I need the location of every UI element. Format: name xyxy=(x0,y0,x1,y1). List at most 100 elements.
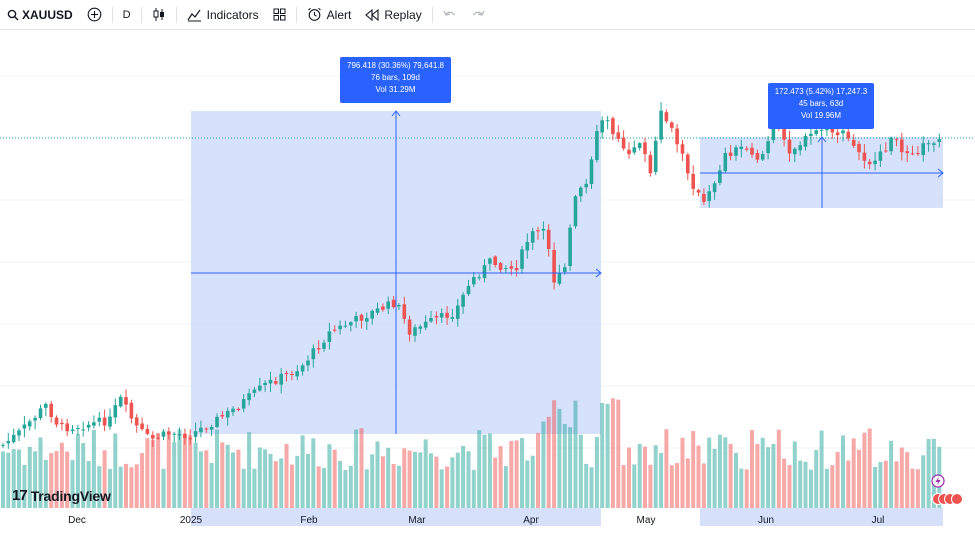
volume-bar xyxy=(819,430,824,508)
volume-bar xyxy=(22,464,27,508)
candle-body xyxy=(616,132,621,139)
candle-body xyxy=(354,316,358,322)
candle-body xyxy=(11,434,16,443)
volume-bar xyxy=(193,442,198,508)
candle-body xyxy=(905,151,909,154)
volume-bar xyxy=(541,421,546,508)
redo-button[interactable] xyxy=(464,0,492,30)
candle-body xyxy=(477,277,481,279)
candle-body xyxy=(54,417,59,425)
candle-body xyxy=(22,424,27,429)
tv-logo-icon: 17 xyxy=(12,487,28,504)
candle-body xyxy=(332,329,337,331)
candle-body xyxy=(402,304,407,319)
volume-bar xyxy=(75,433,80,508)
volume-bar xyxy=(675,463,680,508)
candle-body xyxy=(445,312,449,318)
undo-button[interactable] xyxy=(436,0,464,30)
volume-bar xyxy=(808,469,813,508)
alert-button[interactable]: Alert xyxy=(300,0,359,30)
candle-body xyxy=(434,316,439,318)
volume-bar xyxy=(873,466,878,508)
replay-label: Replay xyxy=(384,7,422,22)
candle-body xyxy=(648,155,653,174)
candle-body xyxy=(6,441,11,444)
axis-label-jul: Jul xyxy=(871,515,885,526)
volume-bar xyxy=(455,452,460,508)
volume-bar xyxy=(487,433,492,508)
volume-bar xyxy=(108,469,112,508)
candle-body xyxy=(835,132,840,136)
indicators-icon xyxy=(187,9,201,21)
indicators-button[interactable]: Indicators xyxy=(180,0,266,30)
volume-bar xyxy=(589,467,594,508)
toolbar-divider xyxy=(295,6,297,23)
candle-body xyxy=(343,325,348,327)
candle-body xyxy=(739,146,744,150)
candle-body xyxy=(359,314,364,321)
candle-body xyxy=(857,143,861,153)
candle-body xyxy=(926,143,931,145)
symbol-search-button[interactable]: XAUUSD xyxy=(0,0,80,30)
toolbar-divider xyxy=(175,6,177,23)
volume-bar xyxy=(760,437,765,508)
volume-bar xyxy=(659,453,664,508)
volume-bar xyxy=(27,446,32,508)
chart-type-button[interactable] xyxy=(145,0,173,30)
volume-bar xyxy=(915,469,920,508)
candle-body xyxy=(316,348,321,350)
candle-body xyxy=(557,273,562,284)
candle-body xyxy=(236,409,241,410)
volume-bar xyxy=(375,441,380,508)
candle-body xyxy=(172,433,176,435)
volume-bar xyxy=(49,453,54,508)
candle-body xyxy=(252,389,257,393)
volume-bar xyxy=(182,436,187,508)
flag-event-icons[interactable] xyxy=(932,493,963,505)
volume-bar xyxy=(594,436,599,508)
volume-bar xyxy=(798,460,803,508)
volume-bar xyxy=(289,464,294,508)
tradingview-logo[interactable]: 17 TradingView xyxy=(12,487,111,504)
range-1-label: 796.418 (30.36%) 79,641.8 76 bars, 109d … xyxy=(340,57,451,103)
compare-button[interactable] xyxy=(80,0,109,30)
redo-icon xyxy=(472,10,485,16)
candle-body xyxy=(338,325,342,330)
volume-bar xyxy=(327,444,332,508)
layouts-button[interactable] xyxy=(266,0,293,30)
volume-bar xyxy=(552,400,557,508)
candle-body xyxy=(910,153,915,155)
volume-bar xyxy=(311,438,316,508)
replay-button[interactable]: Replay xyxy=(358,0,428,30)
price-chart[interactable] xyxy=(0,30,975,526)
volume-bar xyxy=(680,437,685,508)
volume-bar xyxy=(11,449,16,508)
candle-body xyxy=(793,148,797,155)
candle-body xyxy=(327,331,332,342)
volume-bar xyxy=(38,437,43,508)
volume-bar xyxy=(306,453,310,508)
candle-body xyxy=(86,424,91,428)
volume-bar xyxy=(252,468,257,508)
lightning-icon[interactable] xyxy=(931,474,945,488)
candle-body xyxy=(878,151,883,161)
time-axis[interactable]: Dec 2025 Feb Mar Apr May Jun Jul xyxy=(0,508,975,536)
volume-bar xyxy=(215,429,219,508)
candle-body xyxy=(129,402,134,419)
range-2-change: 172.473 (5.42%) 17,247.3 xyxy=(774,87,868,96)
candle-body xyxy=(851,139,856,146)
candle-body xyxy=(621,137,626,149)
candle-body xyxy=(760,154,765,160)
time-axis-highlight-1 xyxy=(191,508,601,526)
candle-body xyxy=(584,183,588,188)
candle-body xyxy=(193,431,198,437)
volume-bar xyxy=(509,440,514,508)
candle-body xyxy=(787,139,792,154)
candle-body xyxy=(680,144,685,154)
candle-body xyxy=(124,397,128,405)
volume-bar xyxy=(396,465,401,508)
candle-body xyxy=(418,326,423,329)
volume-bar xyxy=(471,469,476,508)
interval-button[interactable]: D xyxy=(116,0,138,30)
candlesticks xyxy=(1,102,942,449)
